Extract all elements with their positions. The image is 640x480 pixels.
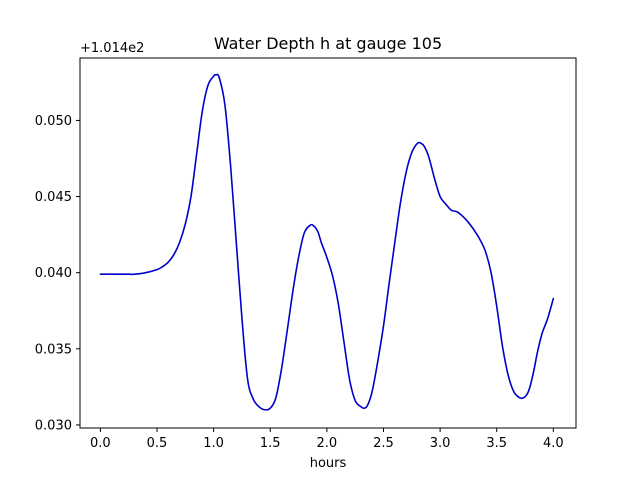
y-tick-label: 0.035	[35, 342, 72, 357]
x-tick-label: 2.5	[373, 436, 394, 451]
y-axis-offset-label: +1.014e2	[80, 41, 144, 56]
chart-title: Water Depth h at gauge 105	[214, 34, 442, 53]
y-tick-label: 0.040	[35, 266, 72, 281]
x-axis-label: hours	[310, 456, 347, 471]
y-axis-ticks: 0.030 0.035 0.040 0.045 0.050	[35, 114, 80, 433]
y-tick-label: 0.045	[35, 190, 72, 205]
x-tick-label: 0.0	[90, 436, 111, 451]
plot-area	[80, 58, 576, 428]
x-tick-label: 2.0	[317, 436, 338, 451]
y-tick-label: 0.050	[35, 114, 72, 129]
x-tick-label: 1.5	[260, 436, 281, 451]
x-tick-label: 3.5	[486, 436, 507, 451]
x-axis-ticks: 0.0 0.5 1.0 1.5 2.0 2.5 3.0 3.5 4.0	[90, 428, 564, 451]
y-tick-label: 0.030	[35, 418, 72, 433]
x-tick-label: 3.0	[430, 436, 451, 451]
series-layer	[99, 73, 555, 411]
plot-frame	[79, 57, 577, 429]
x-tick-label: 1.0	[203, 436, 224, 451]
x-tick-label: 4.0	[543, 436, 564, 451]
series-line	[99, 73, 555, 411]
x-tick-label: 0.5	[147, 436, 168, 451]
